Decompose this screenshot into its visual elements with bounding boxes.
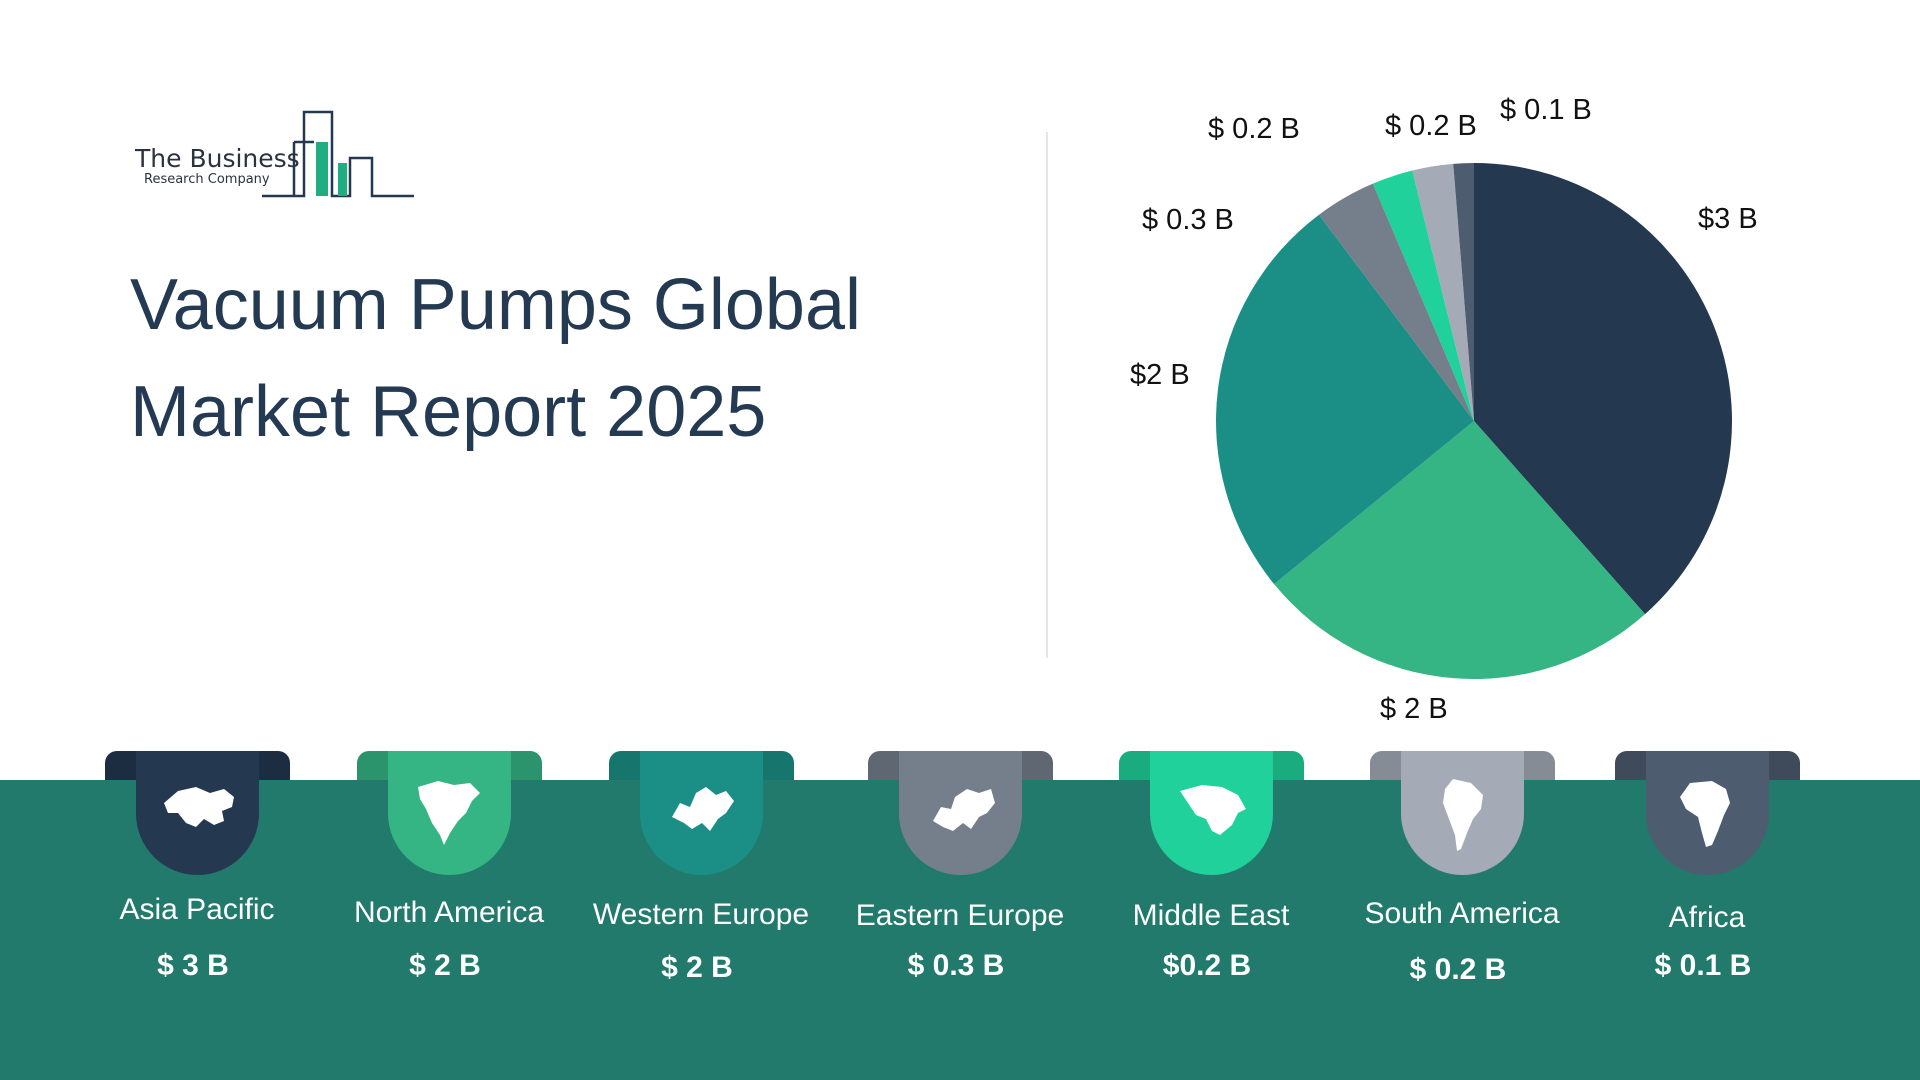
region-badge [899,751,1022,875]
region-badge [136,751,259,875]
tab-shade-right [510,751,542,780]
asia-map-icon [164,787,234,827]
region-value: $ 2 B [661,951,733,984]
tab-shade-right [1272,751,1304,780]
tab-shade-left [609,751,641,780]
region-card-north-america [357,751,542,875]
tab-shade-left [1370,751,1402,780]
pie-slice-asia-pacific [1474,163,1732,615]
region-badge [1150,751,1273,875]
middle-east-map-icon [1180,785,1246,835]
tab-shade-left [868,751,900,780]
pie-label-africa: $ 0.1 B [1500,94,1592,126]
pie-slice-western-europe [1216,214,1474,585]
pie-slice-north-america [1274,421,1646,680]
company-logo: The Business Research Company [132,108,422,198]
pie-label-eastern-europe: $ 0.3 B [1142,204,1234,236]
africa-map-icon [1680,781,1730,847]
tab-shade-right [258,751,290,780]
region-name: South America [1364,897,1560,930]
logo-subname: Research Company [144,172,270,187]
eastern-europe-map-icon [933,789,995,831]
north-america-map-icon [418,781,480,845]
region-badge [1646,751,1769,875]
region-name: Africa [1668,901,1746,934]
tab-shade-right [1768,751,1800,780]
region-name: Middle East [1132,899,1290,932]
market-pie-chart [1216,163,1732,680]
western-europe-map-icon [672,787,734,831]
region-card-middle-east [1119,751,1304,875]
tab-shade-right [1523,751,1555,780]
logo-buildings-icon [262,110,414,198]
region-value: $ 3 B [157,949,229,982]
pie-slice-south-america [1412,163,1474,421]
pie-label-north-america: $ 2 B [1380,693,1448,725]
region-value: $ 0.2 B [1409,953,1507,986]
region-name: North America [353,896,545,929]
region-badge [1401,751,1524,875]
region-value: $0.2 B [1162,949,1252,982]
region-badge [388,751,511,875]
pie-label-middle-east: $ 0.2 B [1208,113,1300,145]
title-line-1: Vacuum Pumps Global [130,265,862,345]
pie-slice-africa [1453,163,1474,421]
logo-name: The Business [135,144,300,173]
region-name: Asia Pacific [119,893,275,926]
region-card-south-america [1370,751,1555,875]
region-card-eastern-europe [868,751,1053,875]
title-line-2: Market Report 2025 [130,372,767,452]
region-value: $ 0.3 B [907,949,1005,982]
tab-shade-left [105,751,137,780]
region-card-asia-pacific [105,751,290,875]
region-badge [640,751,763,875]
south-america-map-icon [1443,779,1483,851]
pie-label-asia-pacific: $3 B [1698,203,1758,235]
tab-shade-right [762,751,794,780]
region-name: Eastern Europe [855,899,1065,932]
vertical-divider [1046,132,1048,658]
pie-label-western-europe: $2 B [1130,359,1190,391]
pie-slice-middle-east [1372,170,1474,421]
page-title: Vacuum Pumps Global Market Report 2025 [130,252,950,466]
pie-label-south-america: $ 0.2 B [1385,110,1477,142]
tab-shade-right [1021,751,1053,780]
region-card-africa [1615,751,1800,875]
region-value: $ 2 B [409,949,481,982]
tab-shade-left [357,751,389,780]
region-name: Western Europe [592,898,810,931]
tab-shade-left [1119,751,1151,780]
pie-slice-eastern-europe [1319,183,1474,421]
region-value: $ 0.1 B [1654,949,1752,982]
region-card-western-europe [609,751,794,875]
tab-shade-left [1615,751,1647,780]
